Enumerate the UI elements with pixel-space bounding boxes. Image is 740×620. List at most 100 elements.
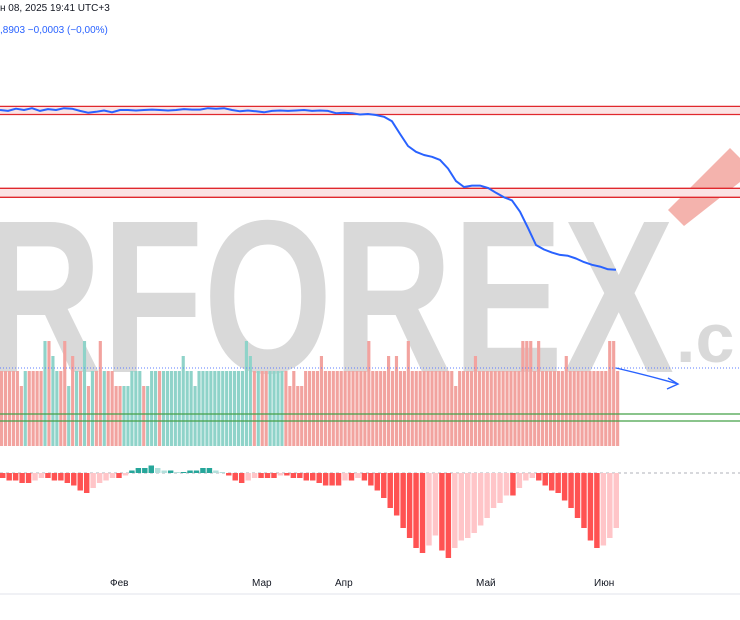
histogram-bar xyxy=(201,371,205,446)
histogram-bar xyxy=(418,371,422,446)
oscillator-bar xyxy=(38,473,45,478)
oscillator-bar xyxy=(510,473,516,496)
oscillator-bar xyxy=(161,470,167,473)
histogram-bar xyxy=(193,386,197,446)
histogram-bar xyxy=(71,356,75,446)
histogram-bar xyxy=(252,371,256,446)
oscillator-bar xyxy=(432,473,439,536)
oscillator-bar xyxy=(232,473,238,481)
oscillator-bar xyxy=(542,473,548,486)
oscillator-bar xyxy=(122,473,129,476)
oscillator-bar xyxy=(264,473,271,478)
histogram-bar xyxy=(580,371,584,446)
histogram-bar xyxy=(465,371,470,446)
oscillator-bar xyxy=(335,473,342,486)
histogram-bar xyxy=(537,341,541,446)
resistance-zone-2 xyxy=(0,188,740,198)
histogram-bar xyxy=(576,371,580,446)
oscillator-bar xyxy=(12,473,19,481)
histogram-bar xyxy=(23,371,27,446)
histogram-bar xyxy=(442,371,446,446)
histogram-bar xyxy=(86,386,91,446)
oscillator-bar xyxy=(271,473,277,478)
histogram-bar xyxy=(596,371,600,446)
histogram-bar xyxy=(402,371,406,446)
histogram-bar xyxy=(588,371,592,446)
histogram-bar xyxy=(517,371,521,446)
histogram-bar xyxy=(248,356,252,446)
histogram-bar xyxy=(94,371,98,446)
histogram-bar xyxy=(458,371,462,446)
histogram-bar xyxy=(232,371,237,446)
histogram-bar xyxy=(130,371,134,446)
oscillator-bar xyxy=(568,473,574,508)
histogram-bar xyxy=(276,371,280,446)
x-tick-label-may: Май xyxy=(476,578,496,589)
oscillator-bar xyxy=(90,473,96,488)
histogram-bar xyxy=(323,371,327,446)
histogram-bar xyxy=(43,341,47,446)
oscillator-bar xyxy=(465,473,471,538)
histogram-bar xyxy=(181,356,185,446)
oscillator-bar xyxy=(213,470,219,473)
histogram-bar xyxy=(406,341,410,446)
histogram-bar xyxy=(236,371,241,446)
histogram-bar xyxy=(126,386,130,446)
histogram-bar xyxy=(0,371,4,446)
histogram-bar xyxy=(616,371,620,446)
oscillator-bar xyxy=(316,473,322,483)
oscillator-bar xyxy=(135,468,142,473)
histogram-bar xyxy=(122,386,126,446)
histogram-bar xyxy=(221,371,225,446)
histogram-bar xyxy=(355,371,359,446)
oscillator-bar xyxy=(174,472,180,473)
oscillator-bar xyxy=(310,473,316,481)
histogram-bar xyxy=(375,371,379,446)
histogram-bar xyxy=(529,341,533,446)
oscillator-bar xyxy=(219,472,226,473)
histogram-bar xyxy=(102,371,106,446)
histogram-bar xyxy=(98,341,102,446)
watermark-suffix: .c xyxy=(676,299,734,377)
histogram-bar xyxy=(55,371,59,446)
histogram-bar xyxy=(548,371,553,446)
histogram-bar xyxy=(268,371,272,446)
x-tick-label-mar: Мар xyxy=(252,578,272,589)
histogram-bar xyxy=(118,386,122,446)
histogram-bar xyxy=(134,371,138,446)
histogram-bar xyxy=(513,371,517,446)
oscillator-bar xyxy=(77,473,83,491)
histogram-bar xyxy=(31,371,35,446)
histogram-bar xyxy=(493,371,497,446)
oscillator-bar xyxy=(25,473,32,483)
histogram-bar xyxy=(446,371,450,446)
histogram-bar xyxy=(27,371,31,446)
oscillator-bar xyxy=(561,473,568,501)
histogram-bar xyxy=(205,371,209,446)
oscillator-bar xyxy=(297,473,303,478)
histogram-bar xyxy=(213,371,217,446)
oscillator-bar xyxy=(355,473,361,478)
histogram-bar xyxy=(489,371,493,446)
oscillator-bar xyxy=(387,473,393,508)
oscillator-bar xyxy=(238,473,245,483)
histogram-bar xyxy=(59,371,63,446)
header-date: н 08, 2025 19:41 UTC+3 xyxy=(0,3,110,14)
oscillator-bar xyxy=(277,473,284,476)
oscillator-bar xyxy=(71,473,77,486)
histogram-bar xyxy=(75,371,79,446)
oscillator-bar xyxy=(200,468,206,473)
oscillator-bar xyxy=(45,473,51,478)
histogram-bar xyxy=(280,371,284,446)
watermark-arrow xyxy=(668,148,740,226)
histogram-bar xyxy=(177,371,181,446)
histogram-bar xyxy=(264,371,268,446)
oscillator-bar xyxy=(148,465,154,473)
oscillator-bar xyxy=(187,470,193,473)
histogram-bar xyxy=(138,371,142,446)
histogram-bar xyxy=(343,371,347,446)
oscillator-bar xyxy=(503,473,510,496)
histogram-bar xyxy=(229,371,233,446)
oscillator-bar xyxy=(193,470,200,473)
